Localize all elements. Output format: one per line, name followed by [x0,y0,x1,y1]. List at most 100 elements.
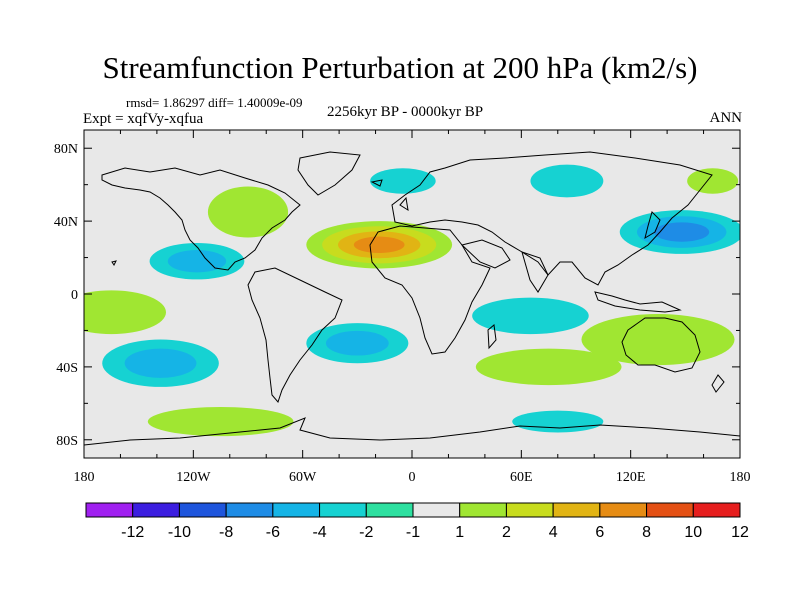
colorbar-box [319,502,367,518]
anomaly-north-atlantic-high-lat-min [370,168,436,194]
anomaly-field [84,164,740,437]
anomaly-band [530,164,604,198]
anomaly-band [472,297,589,335]
anomaly-east-pacific-tropical-max [84,290,166,335]
longitude-labels: 180 120W 60W 0 60E 120E 180 [74,470,751,485]
period-label: 2256kyr BP - 0000kyr BP [326,104,484,120]
lat-label: 80S [56,434,78,449]
coast-indonesia [594,291,682,313]
colorbar-box [365,502,414,518]
coast-india [521,251,549,293]
anomaly-band [325,330,389,356]
colorbar-box [132,502,180,518]
coast-british-isles [399,196,409,212]
coast-africa [369,225,491,355]
lon-label: 120E [616,470,646,485]
colorbar-label: -4 [312,524,326,541]
colorbar-label: -1 [406,524,420,541]
anomaly-siberia-min [530,164,604,198]
coast-eurasia [391,151,713,286]
anomaly-north-america-max [207,186,289,238]
colorbar-label: -2 [359,524,373,541]
lat-label: 80N [54,142,78,157]
anomaly-band [84,290,166,335]
anomaly-band [370,168,436,194]
anomaly-southern-ocean-pacific-max [147,406,294,437]
lon-label: 180 [730,470,751,485]
coastlines [84,151,740,446]
season-label: ANN [709,110,743,126]
anomaly-band [353,236,405,254]
coast-japan [644,211,661,240]
anomaly-north-pacific-min [619,210,740,254]
anomaly-band [475,348,622,386]
colorbar-label: -10 [168,524,191,541]
coast-madagascar [487,324,497,350]
anomaly-indian-ocean-min [472,297,589,335]
colorbar-box [225,502,274,518]
coast-antarctica [84,417,740,446]
colorbar-box [412,502,461,518]
anomaly-band [654,222,710,242]
anomaly-south-atlantic-min [306,323,409,364]
colorbar-label: 4 [549,524,558,541]
colorbar-box [552,502,601,518]
colorbar-label: -6 [266,524,280,541]
colorbar-label: 12 [731,524,749,541]
colorbar-box [85,502,134,518]
anomaly-band [147,406,294,437]
lat-label: 40N [54,215,78,230]
coast-australia [621,317,701,373]
coast-south-america [247,267,343,403]
colorbar-label: 8 [642,524,651,541]
colorbar-labels: -12 -10 -8 -6 -4 -2 -1 1 2 4 6 8 10 12 [121,524,749,541]
colorbar-label: -8 [219,524,233,541]
colorbar-box [459,502,507,518]
anomaly-northeast-pacific-max [687,168,739,194]
lat-label: 0 [71,288,78,303]
experiment-label: Expt = xqfVy-xqfua [83,111,204,127]
figure-title: Streamfunction Perturbation at 200 hPa (… [102,50,698,85]
lon-label: 60E [510,470,533,485]
colorbar-box [646,502,694,518]
coast-greenland [297,151,361,196]
coast-iceland [370,179,383,187]
coast-hawaii [111,260,117,266]
map-panel: 180 120W 60W 0 60E 120E 180 80N 40N 0 40S 80S [54,129,751,485]
colorbar-box [272,502,321,518]
colorbar-label: 6 [595,524,604,541]
colorbar-label: -12 [121,524,144,541]
lon-label: 60W [289,470,317,485]
colorbar-label: 10 [684,524,702,541]
anomaly-north-atlantic-max [306,221,453,269]
colorbar [85,502,741,518]
anomaly-band [124,348,197,378]
anomaly-australia-max [581,314,735,366]
coast-arabia [460,239,511,269]
anomaly-antarctic-indian-min [512,410,604,433]
anomaly-band [512,410,604,433]
colorbar-box [692,502,741,518]
lon-label: 120W [176,470,211,485]
colorbar-box [505,502,554,518]
latitude-labels: 80N 40N 0 40S 80S [54,142,78,449]
anomaly-southern-ocean-indian-max [475,348,622,386]
axis-ticks [83,130,741,458]
colorbar-label: 2 [502,524,511,541]
anomaly-band [581,314,735,366]
anomaly-band [687,168,739,194]
stats-line: rmsd= 1.86297 diff= 1.40009e-09 [126,95,303,110]
colorbar-box [599,502,648,518]
coast-north-america [101,167,301,271]
lon-label: 0 [409,470,416,485]
anomaly-band [207,186,289,238]
colorbar-box [178,502,227,518]
lon-label: 180 [74,470,95,485]
lat-label: 40S [56,361,78,376]
colorbar-label: 1 [455,524,464,541]
anomaly-central-pacific-min [149,242,245,280]
anomaly-south-pacific-min [102,339,219,387]
coast-new-zealand [711,374,725,393]
anomaly-band [167,249,227,273]
